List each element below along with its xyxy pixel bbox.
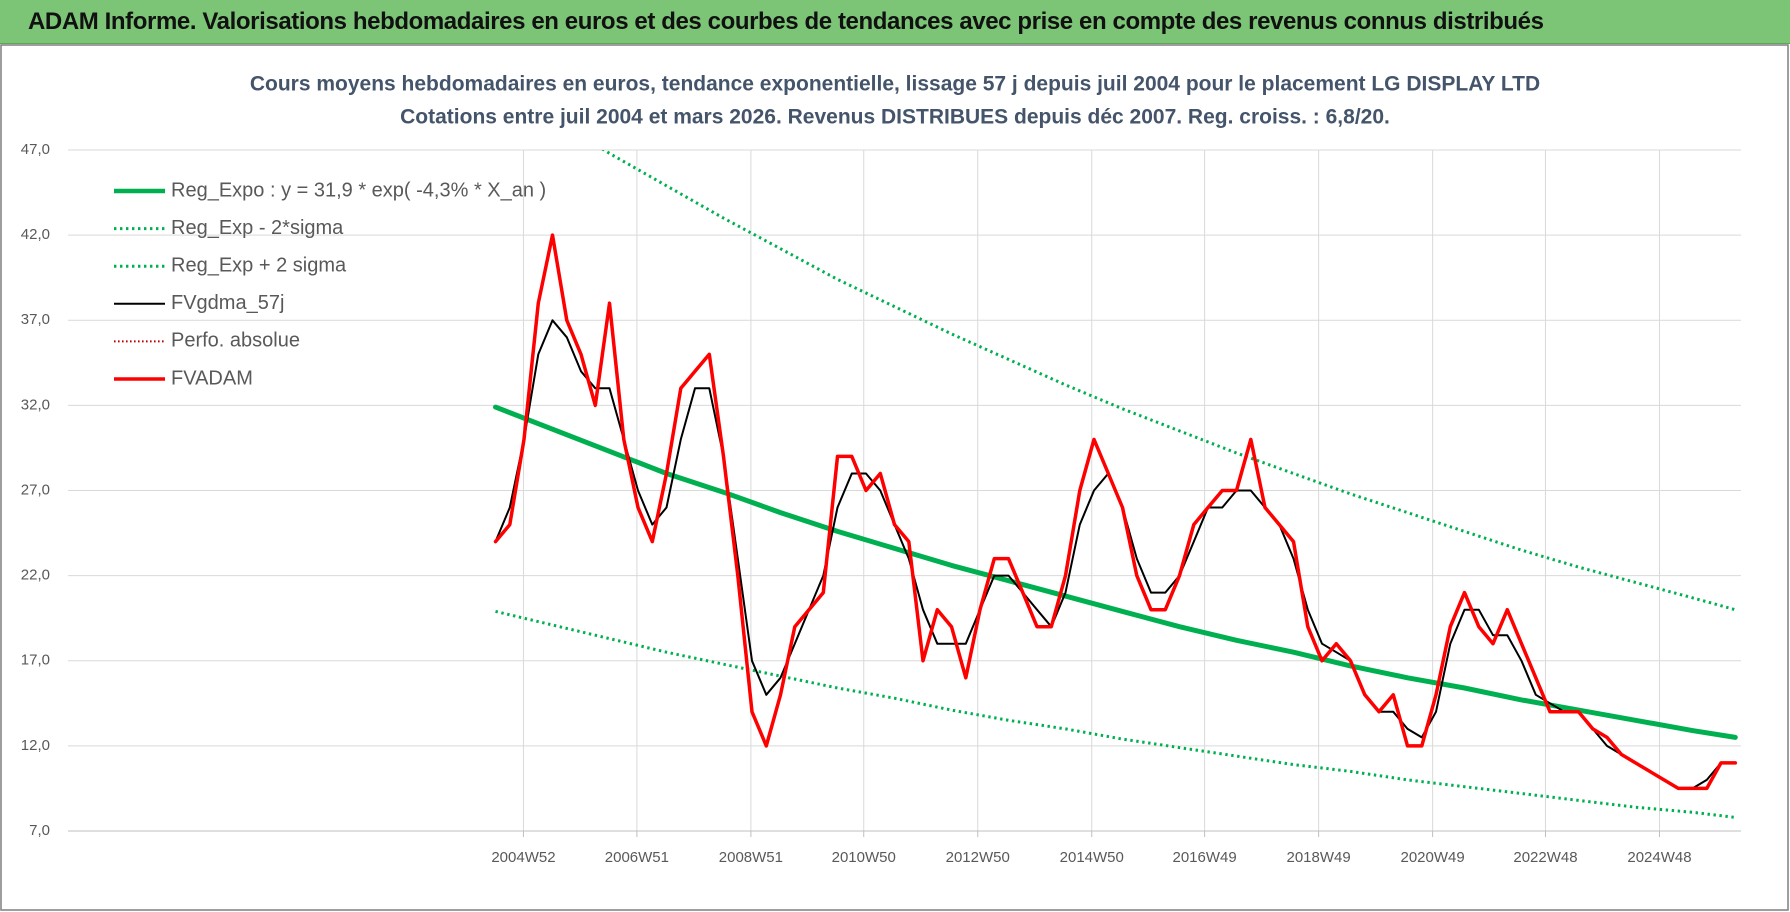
x-tick-label: 2014W50 — [1060, 849, 1124, 866]
header-title: ADAM Informe. Valorisations hebdomadaire… — [28, 8, 1544, 35]
legend-label: Reg_Exp - 2*sigma — [171, 217, 344, 239]
x-tick-label: 2024W48 — [1627, 849, 1691, 866]
chart-title: Cours moyens hebdomadaires en euros, ten… — [250, 73, 1540, 96]
y-tick-label: 22,0 — [21, 567, 50, 584]
header: ADAM Informe. Valorisations hebdomadaire… — [0, 0, 1790, 44]
y-tick-label: 7,0 — [29, 822, 50, 839]
x-tick-label: 2006W51 — [605, 849, 669, 866]
y-tick-label: 17,0 — [21, 652, 50, 669]
y-tick-label: 42,0 — [21, 226, 50, 243]
x-tick-label: 2022W48 — [1513, 849, 1577, 866]
chart-subtitle: Cotations entre juil 2004 et mars 2026. … — [400, 106, 1390, 129]
grid: 7,0 12,0 17,0 22,0 27,0 32,0 37,0 42,0 47,0 2004W… — [21, 141, 1741, 866]
x-tick-label: 2016W49 — [1173, 849, 1237, 866]
y-tick-label: 32,0 — [21, 396, 50, 413]
y-tick-label: 12,0 — [21, 737, 50, 754]
legend-label: FVgdma_57j — [171, 292, 284, 314]
plot-area — [493, 150, 1738, 819]
legend-label: FVADAM — [171, 367, 253, 389]
y-tick-label: 37,0 — [21, 311, 50, 328]
x-tick-label: 2012W50 — [946, 849, 1010, 866]
x-tick-label: 2004W52 — [491, 849, 555, 866]
x-tick-label: 2010W50 — [832, 849, 896, 866]
x-tick-label: 2020W49 — [1401, 849, 1465, 866]
chart-frame — [0, 44, 1789, 911]
series-line — [493, 233, 1738, 791]
y-tick-label: 27,0 — [21, 481, 50, 498]
legend-label: Reg_Expo : y = 31,9 * exp( -4,3% * X_an … — [171, 179, 546, 201]
y-tick-label: 47,0 — [21, 141, 50, 158]
chart: Cours moyens hebdomadaires en euros, ten… — [0, 44, 1789, 911]
x-tick-label: 2018W49 — [1287, 849, 1351, 866]
series-line — [601, 150, 1736, 612]
legend-label: Reg_Exp + 2 sigma — [171, 254, 347, 276]
legend: Reg_Expo : y = 31,9 * exp( -4,3% * X_an … — [114, 179, 546, 389]
series-line — [493, 404, 1738, 740]
x-tick-label: 2008W51 — [719, 849, 783, 866]
legend-label: Perfo. absolue — [171, 330, 300, 352]
